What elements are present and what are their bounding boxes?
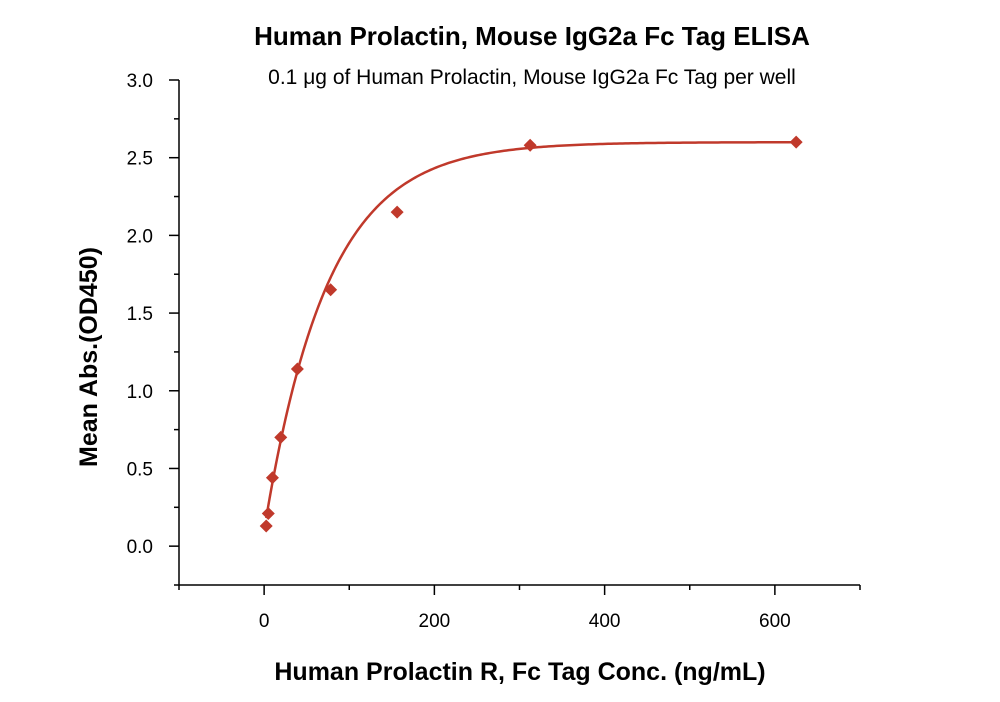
y-tick-label: 3.0: [127, 71, 153, 92]
data-point: [789, 135, 803, 149]
fit-curve-group: [264, 140, 797, 519]
y-tick-label: 1.5: [127, 304, 153, 325]
y-axis-label: Mean Abs.(OD450): [75, 247, 103, 467]
axes: [178, 80, 860, 586]
x-axis-label: Human Prolactin R, Fc Tag Conc. (ng/mL): [274, 658, 765, 686]
data-point: [390, 205, 404, 219]
chart-title: Human Prolactin, Mouse IgG2a Fc Tag ELIS…: [254, 21, 810, 51]
y-tick-label: 2.5: [127, 149, 153, 170]
x-tick-label: 400: [589, 611, 621, 632]
ticks: [169, 79, 861, 595]
data-point: [261, 507, 275, 521]
y-tick-label: 0.5: [127, 459, 153, 480]
x-tick-label: 0: [259, 611, 270, 632]
y-tick-label: 1.0: [127, 382, 153, 403]
data-point: [274, 430, 288, 444]
data-point: [290, 362, 304, 376]
y-tick-label: 2.0: [127, 226, 153, 247]
y-tick-label: 0.0: [127, 537, 153, 558]
chart-subtitle: 0.1 μg of Human Prolactin, Mouse IgG2a F…: [268, 66, 796, 89]
data-point: [523, 138, 537, 152]
fit-curve: [264, 140, 797, 519]
data-point: [265, 471, 279, 485]
data-point: [324, 283, 338, 297]
x-tick-label: 600: [759, 611, 791, 632]
tick-labels: 0.0 0.5 1.0 1.5 2.0 2.5 3.0 0 200 400 600: [127, 71, 791, 632]
data-points: [259, 135, 803, 533]
x-tick-label: 200: [419, 611, 451, 632]
data-point: [259, 519, 273, 533]
